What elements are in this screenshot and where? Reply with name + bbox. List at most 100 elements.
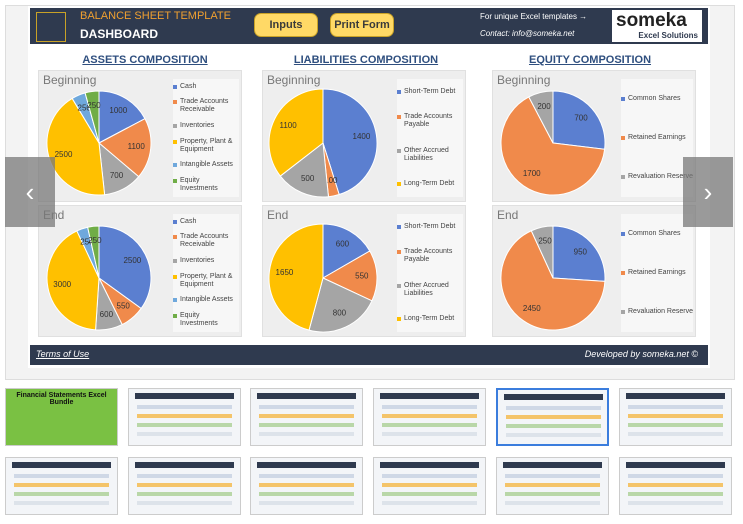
thumb-header <box>503 462 602 468</box>
chart-title: End <box>267 208 289 222</box>
legend-swatch <box>173 219 177 224</box>
thumbnail[interactable] <box>619 388 732 446</box>
legend-label: Trade Accounts Receivable <box>180 98 229 114</box>
thumbnail[interactable] <box>250 388 363 446</box>
legend-label: Common Shares <box>628 94 681 102</box>
thumbnail[interactable] <box>619 457 732 515</box>
legend-item: Other Accrued Liabilities <box>397 147 463 163</box>
pie-slice <box>322 88 378 196</box>
thumbnail[interactable] <box>250 457 363 515</box>
data-label: 700 <box>574 113 588 122</box>
thumb-row <box>259 405 354 409</box>
thumb-row <box>14 501 109 505</box>
thumb-row <box>137 414 232 418</box>
legend-label: Inventories <box>180 257 215 265</box>
legend-swatch <box>621 270 625 275</box>
legend-label: Long-Term Debt <box>404 315 455 323</box>
chart-title: Beginning <box>497 73 551 87</box>
data-label: 950 <box>574 248 588 257</box>
thumb-row <box>505 474 600 478</box>
chart-title: End <box>497 208 519 222</box>
data-label: 200 <box>537 102 551 111</box>
thumb-row <box>506 406 601 410</box>
pie-slice <box>322 223 371 279</box>
thumb-row <box>382 492 477 496</box>
legend-swatch <box>397 148 401 153</box>
legend-swatch <box>173 84 177 89</box>
chart-title: Beginning <box>43 73 97 87</box>
pie-slice <box>84 90 100 144</box>
thumbnail[interactable] <box>373 457 486 515</box>
legend-label: Revaluation Reserve <box>628 173 693 181</box>
thumb-row <box>628 483 723 487</box>
data-label: 1400 <box>353 132 371 141</box>
legend-swatch <box>173 163 177 168</box>
button[interactable]: Print Form <box>330 13 394 37</box>
legend-item: Intangible Assets <box>173 161 239 169</box>
button[interactable]: Inputs <box>254 13 318 37</box>
thumb-row <box>259 501 354 505</box>
legend-item: Property, Plant & Equipment <box>173 138 239 154</box>
pie: 1400 100 500 1100 <box>268 88 378 198</box>
legend-item: Equity Investments <box>173 177 239 193</box>
legend-label: Inventories <box>180 122 215 130</box>
subtitle: DASHBOARD <box>80 27 158 41</box>
legend-item: Inventories <box>173 122 239 130</box>
thumb-header <box>12 462 111 468</box>
logo-sub: Excel Solutions <box>638 31 698 40</box>
legend-swatch <box>173 179 177 184</box>
legend: Cash Trade Accounts Receivable Inventories… <box>173 214 239 332</box>
thumbnail[interactable]: Financial Statements Excel Bundle <box>5 388 118 446</box>
thumb-row <box>259 492 354 496</box>
legend-item: Trade Accounts Receivable <box>173 233 239 249</box>
thumb-row <box>14 474 109 478</box>
logo[interactable]: someka Excel Solutions <box>612 10 702 42</box>
prev-arrow[interactable]: ‹ <box>5 157 55 227</box>
pie-slice <box>321 250 378 302</box>
legend-label: Short-Term Debt <box>404 87 456 95</box>
legend-swatch <box>173 314 177 319</box>
thumb-row <box>259 483 354 487</box>
legend-item: Trade Accounts Payable <box>397 113 463 129</box>
thumb-row <box>505 483 600 487</box>
legend-label: Trade Accounts Receivable <box>180 233 229 249</box>
thumb-header <box>626 462 725 468</box>
thumb-row <box>137 492 232 496</box>
pie-slice <box>528 90 554 144</box>
legend-swatch <box>397 115 401 120</box>
thumb-header <box>135 393 234 399</box>
thumb-row <box>628 492 723 496</box>
legend-label: Other Accrued Liabilities <box>404 146 449 162</box>
legend-swatch <box>397 250 401 255</box>
thumbnail[interactable] <box>373 388 486 446</box>
promo: For unique Excel templates → <box>480 12 588 21</box>
legend-swatch <box>621 96 625 101</box>
terms-link[interactable]: Terms of Use <box>36 349 90 359</box>
logo-icon <box>36 12 66 42</box>
pie: 700 1700 200 <box>500 90 606 196</box>
legend-swatch <box>397 224 401 229</box>
thumb-row <box>259 423 354 427</box>
thumbnail[interactable] <box>496 388 609 446</box>
legend-label: Cash <box>180 82 197 90</box>
legend-item: Property, Plant & Equipment <box>173 273 239 289</box>
legend-item: Common Shares <box>621 230 693 238</box>
thumb-row <box>628 423 723 427</box>
contact: Contact: info@someka.net <box>480 29 575 38</box>
thumb-header <box>257 393 356 399</box>
thumbnail[interactable] <box>128 388 241 446</box>
data-label: 100 <box>324 176 338 185</box>
legend-label: Cash <box>180 217 197 225</box>
legend-item: Retained Earnings <box>621 269 693 277</box>
data-label: 1100 <box>128 142 146 151</box>
data-label: 250 <box>88 236 102 245</box>
thumbnail[interactable] <box>128 457 241 515</box>
pie-slice <box>268 88 324 177</box>
legend-label: Intangible Assets <box>180 296 233 304</box>
thumbnail[interactable] <box>496 457 609 515</box>
thumb-row <box>505 501 600 505</box>
next-arrow[interactable]: › <box>683 157 733 227</box>
chart-title: Beginning <box>267 73 321 87</box>
thumbnail[interactable] <box>5 457 118 515</box>
